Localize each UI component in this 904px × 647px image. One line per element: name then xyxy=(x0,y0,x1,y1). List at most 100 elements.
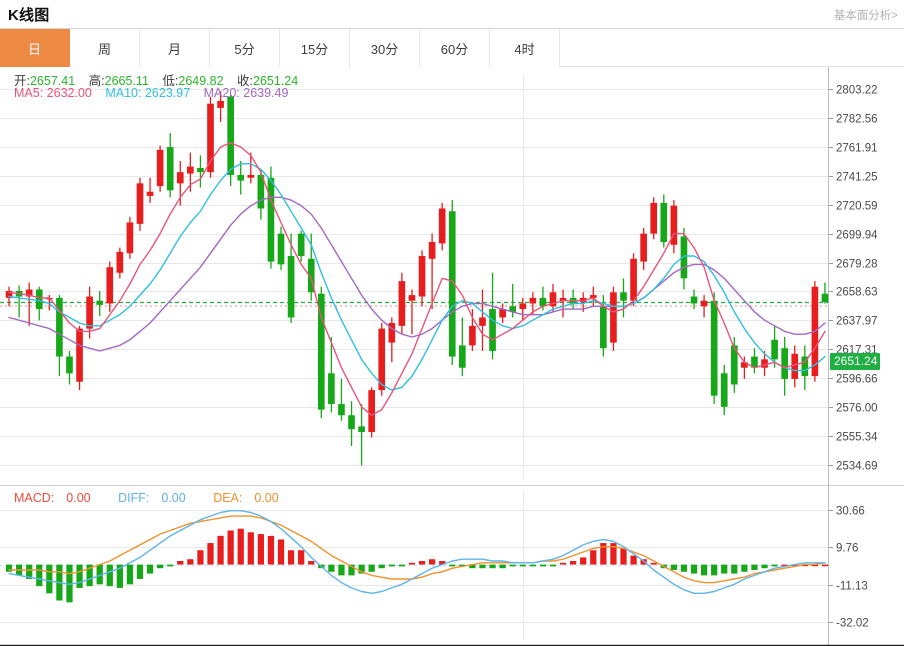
tab-5[interactable]: 30分 xyxy=(350,29,420,67)
candle-body xyxy=(126,222,134,254)
tab-label: 周 xyxy=(97,41,111,57)
macd-histogram-bar xyxy=(237,528,244,565)
macd-histogram-bar xyxy=(106,564,113,587)
macd-histogram-bar xyxy=(449,564,456,567)
candle-body xyxy=(96,300,104,305)
tab-0[interactable]: 日 xyxy=(0,29,70,67)
tab-label: 60分 xyxy=(440,41,469,57)
macd-histogram-bar xyxy=(116,564,123,588)
macd-histogram-bar xyxy=(590,550,597,565)
macd-histogram-bar xyxy=(338,564,345,576)
macd-histogram-bar xyxy=(167,564,174,567)
macd-histogram-bar xyxy=(136,564,144,579)
macd-histogram-bar xyxy=(388,564,395,567)
candle-body xyxy=(116,251,124,273)
candle-body xyxy=(730,345,738,385)
price-axis-label: 2699.94 xyxy=(836,230,878,242)
tab-2[interactable]: 月 xyxy=(140,29,210,67)
candle-body xyxy=(136,183,144,224)
macd-histogram-bar xyxy=(277,539,285,565)
candle-body xyxy=(56,297,63,357)
macd-histogram-bar xyxy=(801,564,808,567)
candle-body xyxy=(489,309,496,351)
macd-plot[interactable]: 30.66 9.76 -11.13 -32.02 xyxy=(0,485,904,646)
fundamental-analysis-link[interactable]: 基本面分析> xyxy=(833,10,898,22)
price-axis-label: 2803.22 xyxy=(836,85,878,97)
candle-body xyxy=(781,348,788,379)
macd-histogram-bar xyxy=(811,564,819,567)
macd-histogram-bar xyxy=(177,561,184,565)
tab-1[interactable]: 周 xyxy=(70,29,140,67)
macd-histogram-bar xyxy=(539,564,547,567)
macd-histogram-bar xyxy=(711,564,718,576)
macd-histogram-bar xyxy=(791,564,798,567)
candle-body xyxy=(630,258,637,301)
candle-body xyxy=(549,292,557,307)
candle-body xyxy=(398,281,406,326)
tab-4[interactable]: 15分 xyxy=(280,29,350,67)
candle-body xyxy=(247,174,255,178)
macd-histogram-bar xyxy=(439,561,446,565)
candle-body xyxy=(368,390,375,433)
macd-histogram-bar xyxy=(751,564,758,570)
macd-axis-label: -11.13 xyxy=(836,581,868,593)
candle-body xyxy=(166,147,174,191)
tab-label: 月 xyxy=(167,41,181,57)
candle-body xyxy=(680,236,688,279)
tab-6[interactable]: 60分 xyxy=(420,29,490,67)
candle-body xyxy=(257,174,265,209)
macd-histogram-bar xyxy=(630,555,637,565)
candle-body xyxy=(66,356,73,374)
candle-body xyxy=(690,296,698,304)
candle-body xyxy=(509,306,517,312)
candle-body xyxy=(418,255,426,297)
candle-body xyxy=(519,303,527,310)
macd-histogram-bar xyxy=(86,564,93,587)
candle-body xyxy=(297,233,305,256)
price-axis-label: 2596.66 xyxy=(836,374,878,386)
candlestick-plot[interactable]: 2803.22 2782.56 2761.91 2741.25 2720.59 2699.… xyxy=(0,67,904,485)
candle-body xyxy=(227,96,234,175)
macd-histogram-bar xyxy=(187,559,194,565)
candle-body xyxy=(448,211,456,357)
candle-body xyxy=(287,255,295,318)
macd-histogram-bar xyxy=(650,562,657,565)
macd-histogram-bar xyxy=(76,564,83,588)
macd-histogram-bar xyxy=(257,534,264,565)
candle-body xyxy=(277,233,285,265)
dea-line xyxy=(8,515,826,584)
macd-histogram-bar xyxy=(247,532,254,565)
macd-histogram-bar xyxy=(549,564,557,567)
macd-histogram-bar xyxy=(126,564,134,585)
price-axis-label: 2637.97 xyxy=(836,316,878,328)
candle-body xyxy=(499,309,506,318)
chart-container[interactable]: 开:2657.41 高:2665.11 低:2649.82 收:2651.24 … xyxy=(0,67,904,647)
candle-body xyxy=(720,373,728,407)
price-axis-label: 2658.63 xyxy=(836,287,878,299)
candle-body xyxy=(428,242,436,259)
candle-body xyxy=(5,290,13,298)
macd-histogram-bar xyxy=(700,564,708,576)
macd-histogram-bar xyxy=(46,564,53,594)
macd-histogram-bar xyxy=(398,564,406,567)
macd-histogram-bar xyxy=(610,543,617,565)
macd-histogram-bar xyxy=(197,550,204,565)
macd-histogram-bar xyxy=(157,564,164,569)
tab-7[interactable]: 4时 xyxy=(490,29,560,67)
tab-3[interactable]: 5分 xyxy=(210,29,280,67)
macd-axis-label: 9.76 xyxy=(836,543,858,555)
candle-body xyxy=(348,415,355,430)
candle-body xyxy=(338,404,345,416)
macd-histogram-bar xyxy=(358,564,365,574)
candle-body xyxy=(197,167,204,173)
candle-body xyxy=(76,328,83,382)
candle-body xyxy=(388,323,396,343)
macd-histogram-bar xyxy=(217,535,224,565)
macd-axis-label: -32.02 xyxy=(836,618,869,630)
macd-histogram-bar xyxy=(580,557,587,565)
macd-histogram-bar xyxy=(328,564,335,572)
macd-panel[interactable]: MACD: 0.00 DIFF: 0.00 DEA: 0.00 30.66 9.76 -1… xyxy=(0,485,904,646)
macd-histogram-bar xyxy=(570,561,577,565)
candle-body xyxy=(751,356,758,368)
price-axis-label: 2761.91 xyxy=(836,143,878,155)
